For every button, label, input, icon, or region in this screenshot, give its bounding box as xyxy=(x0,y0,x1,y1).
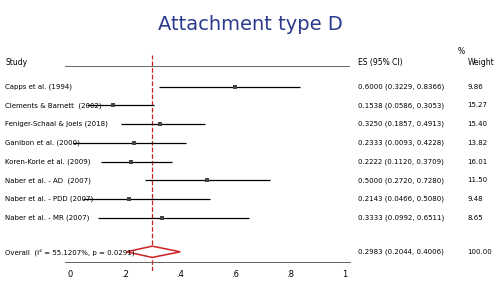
Text: 0.6000 (0.3229, 0.8366): 0.6000 (0.3229, 0.8366) xyxy=(358,83,444,90)
Text: Study: Study xyxy=(5,58,27,67)
Text: .6: .6 xyxy=(231,270,239,279)
Text: 9.86: 9.86 xyxy=(468,84,483,90)
Text: 0.2222 (0.1120, 0.3709): 0.2222 (0.1120, 0.3709) xyxy=(358,158,444,165)
Text: .2: .2 xyxy=(122,270,129,279)
Text: 0.3250 (0.1857, 0.4913): 0.3250 (0.1857, 0.4913) xyxy=(358,121,444,127)
Text: 0.2143 (0.0466, 0.5080): 0.2143 (0.0466, 0.5080) xyxy=(358,196,444,202)
Text: 0.1538 (0.0586, 0.3053): 0.1538 (0.0586, 0.3053) xyxy=(358,102,444,109)
Text: 0: 0 xyxy=(68,270,73,279)
Text: 100.00: 100.00 xyxy=(468,249,492,255)
Polygon shape xyxy=(126,246,180,257)
Text: 0.3333 (0.0992, 0.6511): 0.3333 (0.0992, 0.6511) xyxy=(358,215,444,221)
Text: Weight: Weight xyxy=(468,58,494,67)
Text: .8: .8 xyxy=(286,270,294,279)
Text: Koren-Korie et al. (2009): Koren-Korie et al. (2009) xyxy=(5,158,90,165)
Text: Naber et al. - MR (2007): Naber et al. - MR (2007) xyxy=(5,215,89,221)
Text: Naber et al. - AD  (2007): Naber et al. - AD (2007) xyxy=(5,177,91,184)
Text: 16.01: 16.01 xyxy=(468,159,488,165)
Text: Clements & Barnett  (2002): Clements & Barnett (2002) xyxy=(5,102,102,109)
Text: Attachment type D: Attachment type D xyxy=(158,15,342,34)
Text: 0.5000 (0.2720, 0.7280): 0.5000 (0.2720, 0.7280) xyxy=(358,177,444,184)
Text: 15.40: 15.40 xyxy=(468,121,487,127)
Text: Naber et al. - PDD (2007): Naber et al. - PDD (2007) xyxy=(5,196,93,202)
Text: 11.50: 11.50 xyxy=(468,178,487,184)
Text: Capps et al. (1994): Capps et al. (1994) xyxy=(5,83,72,90)
Text: Overall  (I² = 55.1207%, p = 0.0291): Overall (I² = 55.1207%, p = 0.0291) xyxy=(5,248,134,256)
Text: 15.27: 15.27 xyxy=(468,102,487,109)
Text: Feniger-Schaal & Joels (2018): Feniger-Schaal & Joels (2018) xyxy=(5,121,108,127)
Text: .4: .4 xyxy=(176,270,184,279)
Text: 0.2333 (0.0093, 0.4228): 0.2333 (0.0093, 0.4228) xyxy=(358,140,444,146)
Text: 0.2983 (0.2044, 0.4006): 0.2983 (0.2044, 0.4006) xyxy=(358,249,444,255)
Text: Ganibon et al. (2000): Ganibon et al. (2000) xyxy=(5,140,80,146)
Text: 9.48: 9.48 xyxy=(468,196,483,202)
Text: 1: 1 xyxy=(342,270,347,279)
Text: 13.82: 13.82 xyxy=(468,140,487,146)
Text: %: % xyxy=(458,47,464,57)
Text: ES (95% CI): ES (95% CI) xyxy=(358,58,402,67)
Text: 8.65: 8.65 xyxy=(468,215,483,221)
